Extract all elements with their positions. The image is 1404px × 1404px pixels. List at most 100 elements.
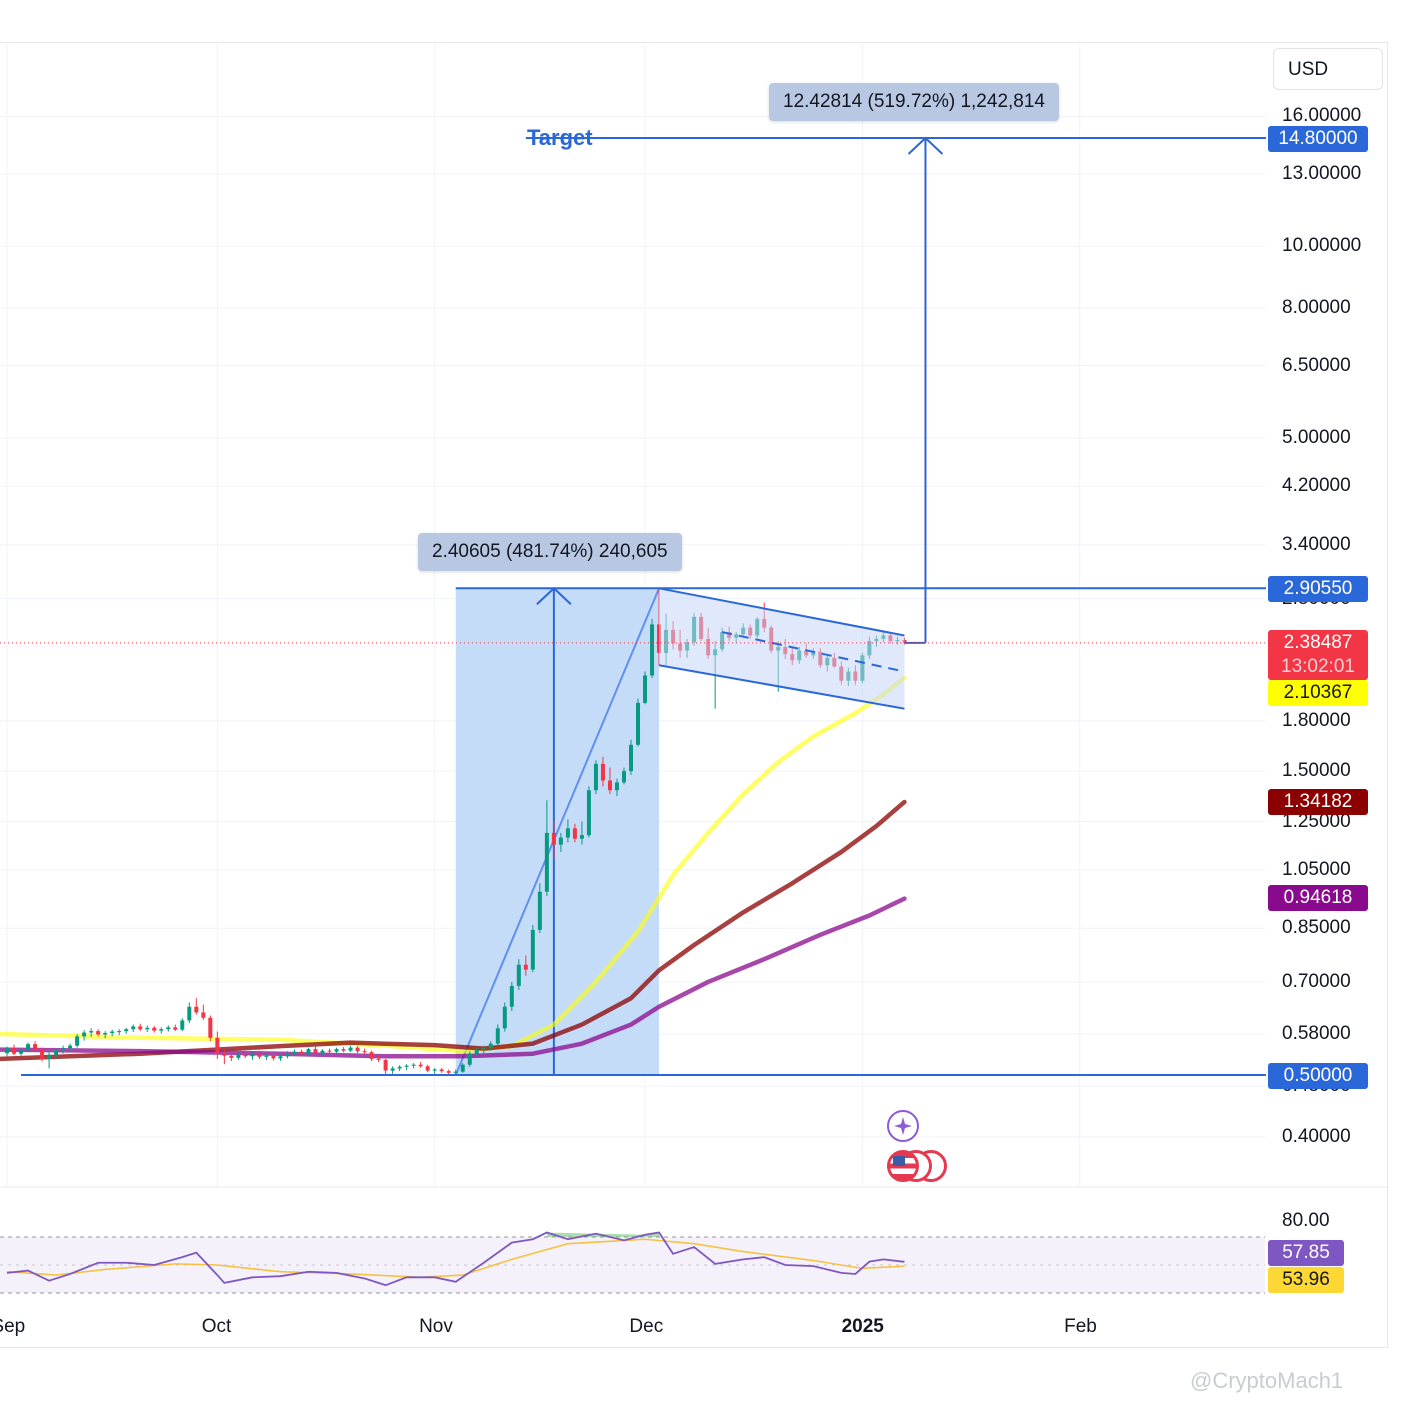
y-tick-label: 8.00000 bbox=[1282, 297, 1351, 319]
y-tick-label: 1.80000 bbox=[1282, 709, 1351, 731]
candle-body bbox=[264, 1055, 269, 1057]
ma-fast-badge: 2.10367 bbox=[1268, 680, 1368, 706]
candle-body bbox=[117, 1031, 122, 1033]
watermark: @CryptoMach1 bbox=[1190, 1368, 1344, 1393]
candle-body bbox=[54, 1050, 59, 1055]
candle-body bbox=[530, 929, 535, 970]
x-tick-label: Dec bbox=[629, 1316, 664, 1337]
candle-body bbox=[159, 1029, 164, 1031]
flag-upper-line bbox=[658, 587, 905, 637]
candle-body bbox=[432, 1069, 437, 1071]
candle-body bbox=[82, 1032, 87, 1037]
candle-body bbox=[68, 1045, 73, 1049]
us-flag-event-icon[interactable] bbox=[887, 1150, 919, 1182]
candle-body bbox=[306, 1049, 311, 1055]
impulse-trend-line bbox=[454, 587, 660, 1076]
flag-channel-fill bbox=[659, 588, 905, 709]
candle-body bbox=[194, 1006, 199, 1013]
currency-button[interactable]: USD bbox=[1273, 48, 1383, 90]
moving-averages bbox=[0, 675, 907, 1062]
candle-body bbox=[145, 1027, 150, 1030]
candle-body bbox=[110, 1031, 115, 1033]
y-tick-label: 1.05000 bbox=[1282, 858, 1351, 880]
flag-mid-line bbox=[721, 631, 905, 673]
y-tick-label: 6.50000 bbox=[1282, 354, 1351, 376]
y-tick-label: 10.00000 bbox=[1282, 235, 1362, 257]
last-price-badge: 2.38487 bbox=[1268, 630, 1368, 656]
candle-body bbox=[19, 1050, 24, 1054]
candle-body bbox=[537, 891, 542, 930]
drawings bbox=[0, 136, 1266, 1076]
candle-body bbox=[229, 1055, 234, 1058]
candle-body bbox=[453, 1071, 458, 1073]
target-arrow-head bbox=[907, 136, 944, 155]
candle-body bbox=[572, 828, 577, 839]
candle-body bbox=[236, 1054, 241, 1058]
candle-body bbox=[376, 1058, 381, 1060]
measure-label-lower: 2.40605 (481.74%) 240,605 bbox=[418, 533, 682, 571]
candle-body bbox=[12, 1048, 17, 1054]
candle-body bbox=[411, 1064, 416, 1066]
y-tick-label: 5.00000 bbox=[1282, 427, 1351, 449]
candle-body bbox=[124, 1029, 129, 1032]
x-tick-label: Sep bbox=[0, 1316, 26, 1337]
ma-slow-badge: 0.94618 bbox=[1268, 885, 1368, 911]
candle-body bbox=[103, 1032, 108, 1035]
y-tick-label: 0.58000 bbox=[1282, 1022, 1351, 1044]
candle-body bbox=[313, 1049, 318, 1053]
candle-body bbox=[474, 1049, 479, 1054]
candle-body bbox=[446, 1071, 451, 1073]
y-tick-label: 0.85000 bbox=[1282, 917, 1351, 939]
y-tick-label: 0.70000 bbox=[1282, 970, 1351, 992]
candle-body bbox=[460, 1064, 465, 1072]
candle-body bbox=[285, 1053, 290, 1057]
flag-lower-line bbox=[658, 664, 905, 710]
candle-body bbox=[278, 1056, 283, 1059]
candle-body bbox=[439, 1069, 444, 1072]
sparkle-event-icon[interactable] bbox=[887, 1110, 919, 1142]
candle-body bbox=[173, 1027, 178, 1030]
candle-body bbox=[488, 1043, 493, 1049]
candle-body bbox=[26, 1044, 31, 1051]
candle-body bbox=[383, 1059, 388, 1071]
y-tick-label: 0.40000 bbox=[1282, 1125, 1351, 1147]
candle-body bbox=[89, 1031, 94, 1033]
rsi-line bbox=[6, 1231, 905, 1287]
candle-body bbox=[138, 1026, 143, 1030]
candle-body bbox=[320, 1050, 325, 1053]
candle-body bbox=[75, 1036, 80, 1046]
candle-body bbox=[593, 763, 598, 791]
moving-average-line bbox=[0, 675, 907, 1054]
candle-body bbox=[61, 1048, 66, 1051]
target-price-badge: 14.80000 bbox=[1268, 126, 1368, 152]
y-tick-label: 3.40000 bbox=[1282, 533, 1351, 555]
rsi-value-badge: 57.85 bbox=[1268, 1240, 1344, 1266]
target-label: Target bbox=[527, 125, 593, 150]
y-tick-label: 13.00000 bbox=[1282, 162, 1362, 184]
x-tick-label: Feb bbox=[1064, 1316, 1097, 1337]
rsi-signal-badge: 53.96 bbox=[1268, 1267, 1344, 1293]
candle-body bbox=[544, 832, 549, 892]
candle-body bbox=[222, 1053, 227, 1056]
flag-top-price-badge: 2.90550 bbox=[1268, 576, 1368, 602]
candle-body bbox=[131, 1026, 136, 1030]
rsi-level-label: 80.00 bbox=[1282, 1210, 1330, 1231]
candle-body bbox=[180, 1020, 185, 1030]
y-tick-label: 1.50000 bbox=[1282, 760, 1351, 782]
candle-body bbox=[152, 1027, 157, 1031]
candle-body bbox=[271, 1055, 276, 1059]
x-tick-label: 2025 bbox=[841, 1316, 884, 1337]
candle-body bbox=[201, 1012, 206, 1018]
candle-body bbox=[96, 1031, 101, 1035]
candle-body bbox=[551, 832, 556, 845]
base-price-badge: 0.50000 bbox=[1268, 1063, 1368, 1089]
candle-body bbox=[467, 1053, 472, 1065]
y-tick-label: 16.00000 bbox=[1282, 105, 1362, 127]
candle-body bbox=[643, 675, 648, 703]
x-tick-label: Oct bbox=[201, 1316, 232, 1337]
candle-body bbox=[250, 1054, 255, 1057]
candle-body bbox=[502, 1006, 507, 1029]
y-tick-label: 4.20000 bbox=[1282, 475, 1351, 497]
candle-body bbox=[292, 1051, 297, 1054]
